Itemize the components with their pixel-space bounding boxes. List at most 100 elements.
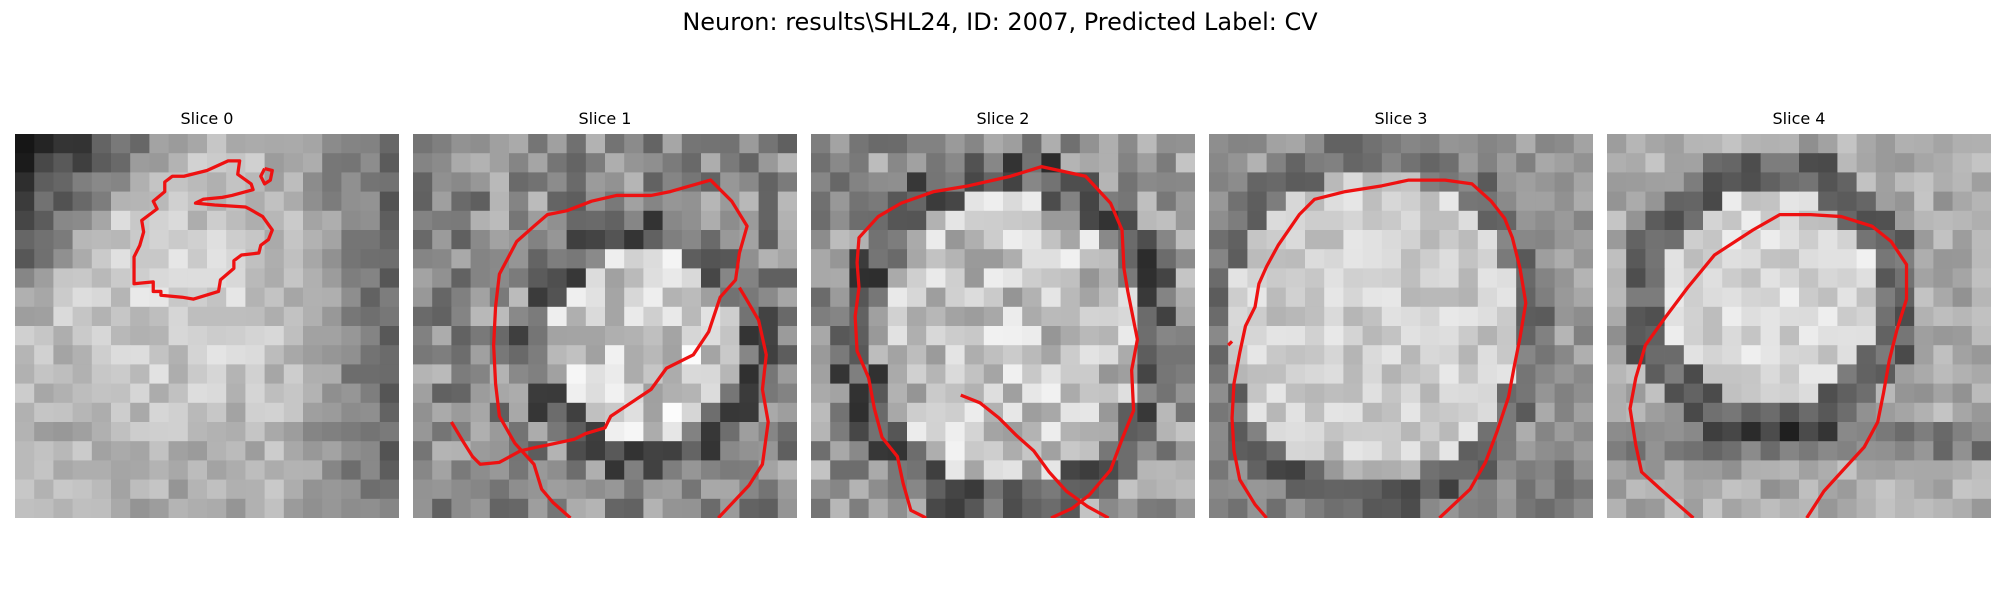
slice-2-pixel <box>1060 460 1081 480</box>
slice-title-0: Slice 0 <box>180 109 234 128</box>
slice-2-pixel <box>1099 268 1119 288</box>
slice-3-pixel <box>1420 441 1440 461</box>
slice-3-pixel <box>1439 383 1459 404</box>
slice-1-pixel <box>547 422 567 442</box>
slice-0-pixel <box>207 249 227 269</box>
slice-2-pixel <box>1137 498 1157 518</box>
slice-4-pixel <box>1664 402 1685 423</box>
slice-1-pixel <box>681 460 702 480</box>
slice-0-pixel <box>187 153 208 173</box>
slice-0-pixel <box>264 287 285 308</box>
slice-1-pixel <box>528 153 548 173</box>
slice-1-pixel <box>509 402 529 423</box>
slice-2-pixel <box>811 422 831 442</box>
slice-0-pixel <box>379 249 399 269</box>
slice-4-pixel <box>1895 345 1915 365</box>
slice-3-pixel <box>1477 172 1498 192</box>
slice-4-pixel <box>1645 230 1665 250</box>
slice-1-pixel <box>413 441 433 461</box>
slice-0-pixel <box>34 460 54 480</box>
slice-2-pixel <box>830 191 850 212</box>
slice-1-pixel <box>605 287 625 308</box>
slice-1-pixel <box>528 287 548 308</box>
slice-4-pixel <box>1645 172 1665 192</box>
slice-3-pixel <box>1516 498 1536 518</box>
slice-3-pixel <box>1535 345 1555 365</box>
slice-4-pixel <box>1971 498 1991 518</box>
slice-1-pixel <box>739 345 759 365</box>
slice-4-pixel <box>1971 460 1991 480</box>
slice-2-pixel <box>868 345 889 365</box>
slice-4-pixel <box>1703 441 1723 461</box>
slice-0-pixel <box>207 402 227 423</box>
slice-3-pixel <box>1266 287 1287 308</box>
slice-2-pixel <box>1118 326 1138 346</box>
slice-3-pixel <box>1535 134 1555 154</box>
slice-4-pixel <box>1664 383 1685 404</box>
slice-2-pixel <box>868 364 889 384</box>
slice-image-3 <box>1209 134 1593 518</box>
slice-1-pixel <box>413 498 433 518</box>
slice-4-pixel <box>1837 326 1857 346</box>
slice-4-pixel <box>1895 498 1915 518</box>
slice-0-pixel <box>379 230 399 250</box>
slice-4-pixel <box>1741 134 1761 154</box>
slice-2-pixel <box>1175 326 1195 346</box>
slice-0-pixel <box>360 153 381 173</box>
slice-0-pixel <box>15 306 35 327</box>
slice-0-pixel <box>72 326 93 346</box>
slice-4-pixel <box>1760 287 1781 308</box>
slice-2-pixel <box>964 230 985 250</box>
slice-0-pixel <box>341 345 361 365</box>
slice-1-pixel <box>739 191 759 212</box>
slice-0-pixel <box>303 326 323 346</box>
slice-3-pixel <box>1343 383 1363 404</box>
slice-1-pixel <box>432 210 452 231</box>
slice-4-pixel <box>1914 326 1934 346</box>
slice-3-pixel <box>1516 134 1536 154</box>
slice-4-pixel <box>1607 383 1627 404</box>
slice-0-pixel <box>283 479 304 500</box>
slice-2-pixel <box>1079 230 1100 250</box>
slice-4-pixel <box>1760 498 1781 518</box>
slice-3-pixel <box>1362 383 1383 404</box>
slice-4-pixel <box>1703 287 1723 308</box>
slice-2-pixel <box>983 268 1004 288</box>
slice-1-pixel <box>662 287 683 308</box>
slice-0-pixel <box>34 191 54 212</box>
slice-3-pixel <box>1516 210 1536 231</box>
slice-4-pixel <box>1971 134 1991 154</box>
slice-4-pixel <box>1664 268 1685 288</box>
slice-3-pixel <box>1247 402 1267 423</box>
slice-3-pixel <box>1228 364 1248 384</box>
slice-2-pixel <box>830 287 850 308</box>
slice-0-pixel <box>341 134 361 154</box>
slice-3-pixel <box>1381 460 1402 480</box>
slice-0-pixel <box>53 230 73 250</box>
slice-2-pixel <box>1099 326 1119 346</box>
slice-4-pixel <box>1760 460 1781 480</box>
slice-0-pixel <box>53 134 73 154</box>
slice-3-pixel <box>1439 441 1459 461</box>
slice-2-pixel <box>868 479 889 500</box>
slice-3-pixel <box>1439 364 1459 384</box>
slice-1-pixel <box>605 134 625 154</box>
slice-4-pixel <box>1971 364 1991 384</box>
slice-2-pixel <box>1099 441 1119 461</box>
slice-3-pixel <box>1497 287 1517 308</box>
slice-4-pixel <box>1664 287 1685 308</box>
slice-3-pixel <box>1477 230 1498 250</box>
slice-1-pixel <box>585 402 606 423</box>
slice-title-1: Slice 1 <box>578 109 632 128</box>
slice-image-2 <box>811 134 1195 518</box>
slice-2-pixel <box>983 249 1004 269</box>
slice-4-pixel <box>1875 249 1896 269</box>
slice-3-pixel <box>1381 326 1402 346</box>
slice-3-pixel <box>1266 153 1287 173</box>
slice-3-pixel <box>1420 249 1440 269</box>
slice-2-pixel <box>868 326 889 346</box>
slice-0-pixel <box>379 479 399 500</box>
slice-4-pixel <box>1971 249 1991 269</box>
slice-4-pixel <box>1933 402 1953 423</box>
slice-0-pixel <box>15 134 35 154</box>
